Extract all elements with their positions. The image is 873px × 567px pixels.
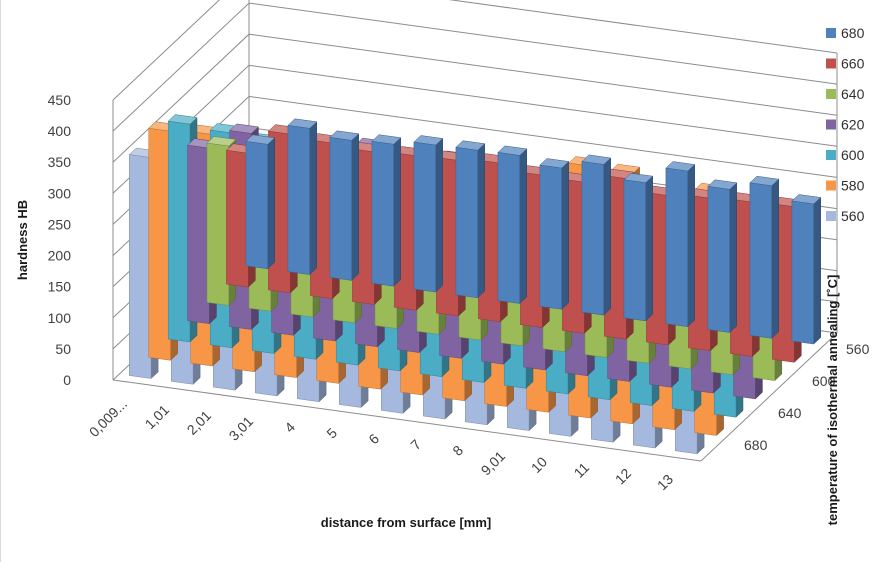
legend-label: 640	[841, 86, 865, 102]
y-tick-label: 400	[48, 123, 72, 139]
legend-item: 620	[826, 117, 865, 133]
legend-swatch	[826, 180, 836, 191]
legend-item: 680	[826, 25, 865, 41]
bar	[665, 161, 696, 328]
x-tick-label: 7	[407, 436, 424, 453]
legend-label: 620	[841, 117, 865, 133]
bar	[707, 179, 738, 334]
x-tick-label: 10	[528, 453, 550, 475]
x-tick-label: 2,01	[184, 407, 215, 438]
y-tick-label: 450	[48, 92, 72, 108]
y-tick-label: 250	[48, 216, 72, 232]
depth-tick-label: 680	[744, 437, 768, 453]
bar	[791, 194, 822, 345]
x-tick-label: 12	[612, 465, 634, 487]
y-tick-label: 200	[48, 248, 72, 264]
floor-edge	[112, 332, 838, 462]
gridline	[112, 0, 838, 101]
gridline	[112, 2, 838, 132]
bar	[749, 175, 780, 339]
x-tick-label: 3,01	[226, 413, 257, 444]
y-tick-label: 0	[63, 372, 71, 388]
legend: 680 660 640 620 600 580 560	[826, 25, 865, 224]
bar	[581, 154, 612, 316]
x-tick-label: 8	[449, 442, 466, 459]
bar	[539, 158, 570, 310]
bars	[128, 114, 822, 455]
legend-label: 580	[841, 178, 865, 194]
legend-item: 600	[826, 147, 865, 163]
bar	[623, 172, 654, 322]
x-tick-label: 13	[654, 471, 676, 493]
depth-axis-title: temperature of isothermal annealing [˚C]	[825, 275, 840, 526]
legend-swatch	[826, 28, 836, 38]
y-tick-label: 300	[48, 185, 72, 201]
legend-item: 640	[826, 86, 865, 102]
x-tick-label: 4	[281, 419, 298, 436]
legend-label: 660	[841, 56, 865, 72]
y-axis-title: hardness HB	[15, 200, 30, 280]
legend-label: 680	[841, 25, 865, 41]
bar	[497, 145, 528, 305]
legend-label: 600	[841, 147, 865, 163]
bar	[371, 134, 402, 287]
x-tick-label: 9,01	[478, 448, 509, 479]
y-tick-labels: 0 50 100 150 200 250 300 350 400 450	[48, 92, 72, 388]
x-tick-label: 0,009...	[86, 396, 130, 440]
x-tick-label: 1,01	[142, 401, 173, 432]
legend-swatch	[826, 89, 836, 99]
legend-item: 580	[826, 178, 865, 194]
x-tick-label: 5	[323, 424, 340, 441]
depth-tick-label: 600	[812, 373, 836, 389]
y-tick-label: 350	[48, 154, 72, 170]
depth-tick-labels: 560 600 640 680	[744, 341, 870, 453]
y-tick-label: 50	[55, 341, 71, 357]
bar	[329, 130, 360, 281]
bar	[287, 118, 318, 276]
y-tick-label: 150	[48, 279, 72, 295]
bar	[455, 140, 486, 299]
legend-item: 660	[826, 56, 865, 72]
depth-tick-label: 640	[778, 405, 802, 421]
legend-swatch	[826, 211, 836, 221]
legend-swatch	[826, 58, 836, 69]
x-tick-label: 6	[365, 430, 382, 447]
legend-item: 560	[826, 208, 865, 224]
y-tick-label: 100	[48, 310, 72, 326]
depth-tick-label: 560	[846, 341, 870, 357]
x-axis-title: distance from surface [mm]	[321, 515, 492, 530]
bar	[413, 135, 444, 293]
legend-swatch	[826, 150, 836, 160]
x-tick-label: 11	[571, 459, 593, 481]
legend-swatch	[826, 119, 836, 130]
legend-label: 560	[841, 208, 865, 224]
bar	[245, 134, 276, 270]
